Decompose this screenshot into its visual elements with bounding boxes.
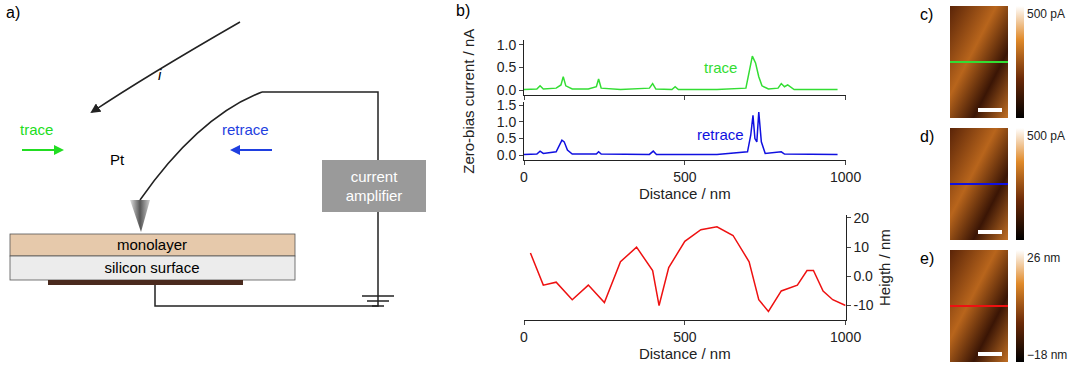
svg-text:0: 0 (520, 329, 528, 345)
svg-text:500 pA: 500 pA (1027, 7, 1065, 21)
svg-text:retrace: retrace (697, 126, 744, 143)
svg-text:0.5: 0.5 (497, 59, 517, 75)
svg-text:a): a) (6, 4, 20, 21)
svg-text:0.0: 0.0 (497, 147, 517, 163)
svg-text:amplifier: amplifier (346, 187, 403, 204)
svg-text:26 nm: 26 nm (1027, 251, 1060, 265)
svg-text:-10: -10 (853, 297, 873, 313)
svg-text:500: 500 (673, 329, 697, 345)
svg-text:0.5: 0.5 (497, 130, 517, 146)
svg-text:trace: trace (20, 121, 53, 138)
svg-text:silicon surface: silicon surface (104, 259, 199, 276)
svg-text:c): c) (920, 6, 933, 23)
html-text:b): b) (456, 2, 471, 19)
svg-text:−18 nm: −18 nm (1027, 348, 1067, 362)
svg-text:1.5: 1.5 (497, 97, 517, 113)
svg-text:i: i (158, 66, 162, 83)
svg-text:0.0: 0.0 (853, 268, 873, 284)
svg-text:e): e) (920, 250, 934, 267)
svg-text:1.0: 1.0 (497, 114, 517, 130)
svg-text:retrace: retrace (222, 121, 269, 138)
svg-text:current: current (351, 168, 399, 185)
svg-text:500: 500 (673, 169, 697, 185)
svg-text:trace: trace (704, 59, 737, 76)
svg-text:0.0: 0.0 (497, 82, 517, 98)
svg-text:1.0: 1.0 (497, 36, 517, 52)
svg-text:d): d) (920, 128, 934, 145)
svg-text:1000: 1000 (830, 329, 861, 345)
svg-text:Pt: Pt (110, 151, 125, 168)
svg-text:Distance / nm: Distance / nm (639, 345, 731, 362)
svg-text:Zero-bias current / nA: Zero-bias current / nA (460, 29, 477, 174)
svg-text:Heigth / nm: Heigth / nm (876, 229, 893, 306)
svg-text:Distance / nm: Distance / nm (639, 185, 731, 202)
svg-text:1000: 1000 (830, 169, 861, 185)
svg-text:20: 20 (853, 210, 869, 226)
svg-text:500 pA: 500 pA (1027, 129, 1065, 143)
svg-text:monolayer: monolayer (117, 236, 187, 253)
svg-text:10: 10 (853, 239, 869, 255)
svg-text:0: 0 (520, 169, 528, 185)
